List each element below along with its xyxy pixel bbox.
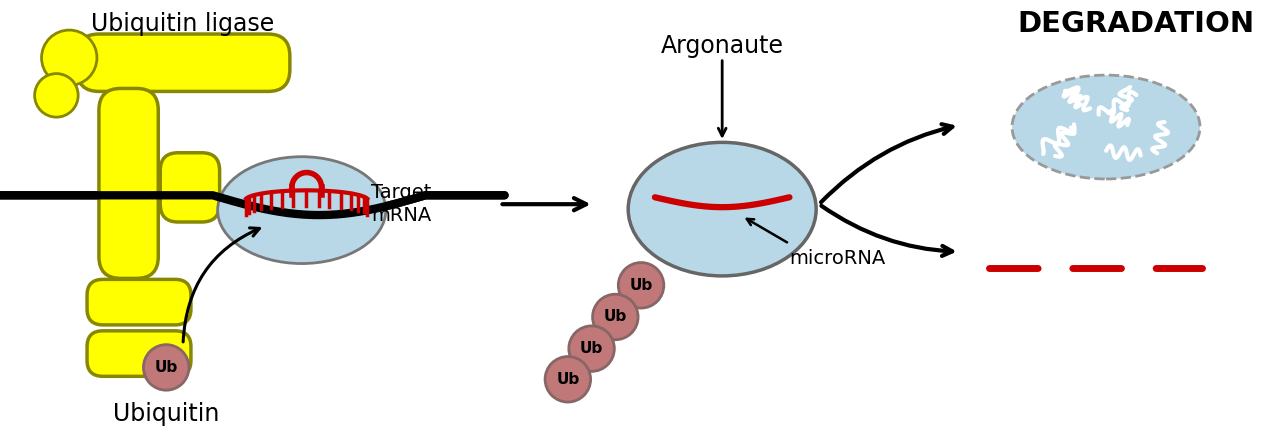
Circle shape xyxy=(568,326,614,371)
Text: Target
mRNA: Target mRNA xyxy=(371,183,431,226)
Text: Ubiquitin: Ubiquitin xyxy=(113,402,219,426)
Circle shape xyxy=(593,294,639,340)
FancyBboxPatch shape xyxy=(160,153,220,222)
Text: Ub: Ub xyxy=(557,372,580,387)
FancyBboxPatch shape xyxy=(87,331,191,377)
Text: Ubiquitin ligase: Ubiquitin ligase xyxy=(91,12,275,36)
Text: Ub: Ub xyxy=(604,309,627,325)
Text: DEGRADATION: DEGRADATION xyxy=(1018,10,1254,38)
Text: Ub: Ub xyxy=(630,278,653,293)
Circle shape xyxy=(143,345,189,390)
FancyBboxPatch shape xyxy=(99,88,159,278)
Ellipse shape xyxy=(628,143,817,276)
FancyBboxPatch shape xyxy=(77,34,289,91)
Ellipse shape xyxy=(218,157,385,264)
Circle shape xyxy=(618,262,664,308)
Text: Ub: Ub xyxy=(155,360,178,375)
Circle shape xyxy=(41,30,97,86)
Circle shape xyxy=(35,74,78,117)
Text: Ub: Ub xyxy=(580,341,603,356)
Text: Argonaute: Argonaute xyxy=(660,34,783,58)
FancyBboxPatch shape xyxy=(87,279,191,325)
Ellipse shape xyxy=(1012,75,1199,179)
Circle shape xyxy=(545,357,590,402)
Text: microRNA: microRNA xyxy=(790,249,886,268)
